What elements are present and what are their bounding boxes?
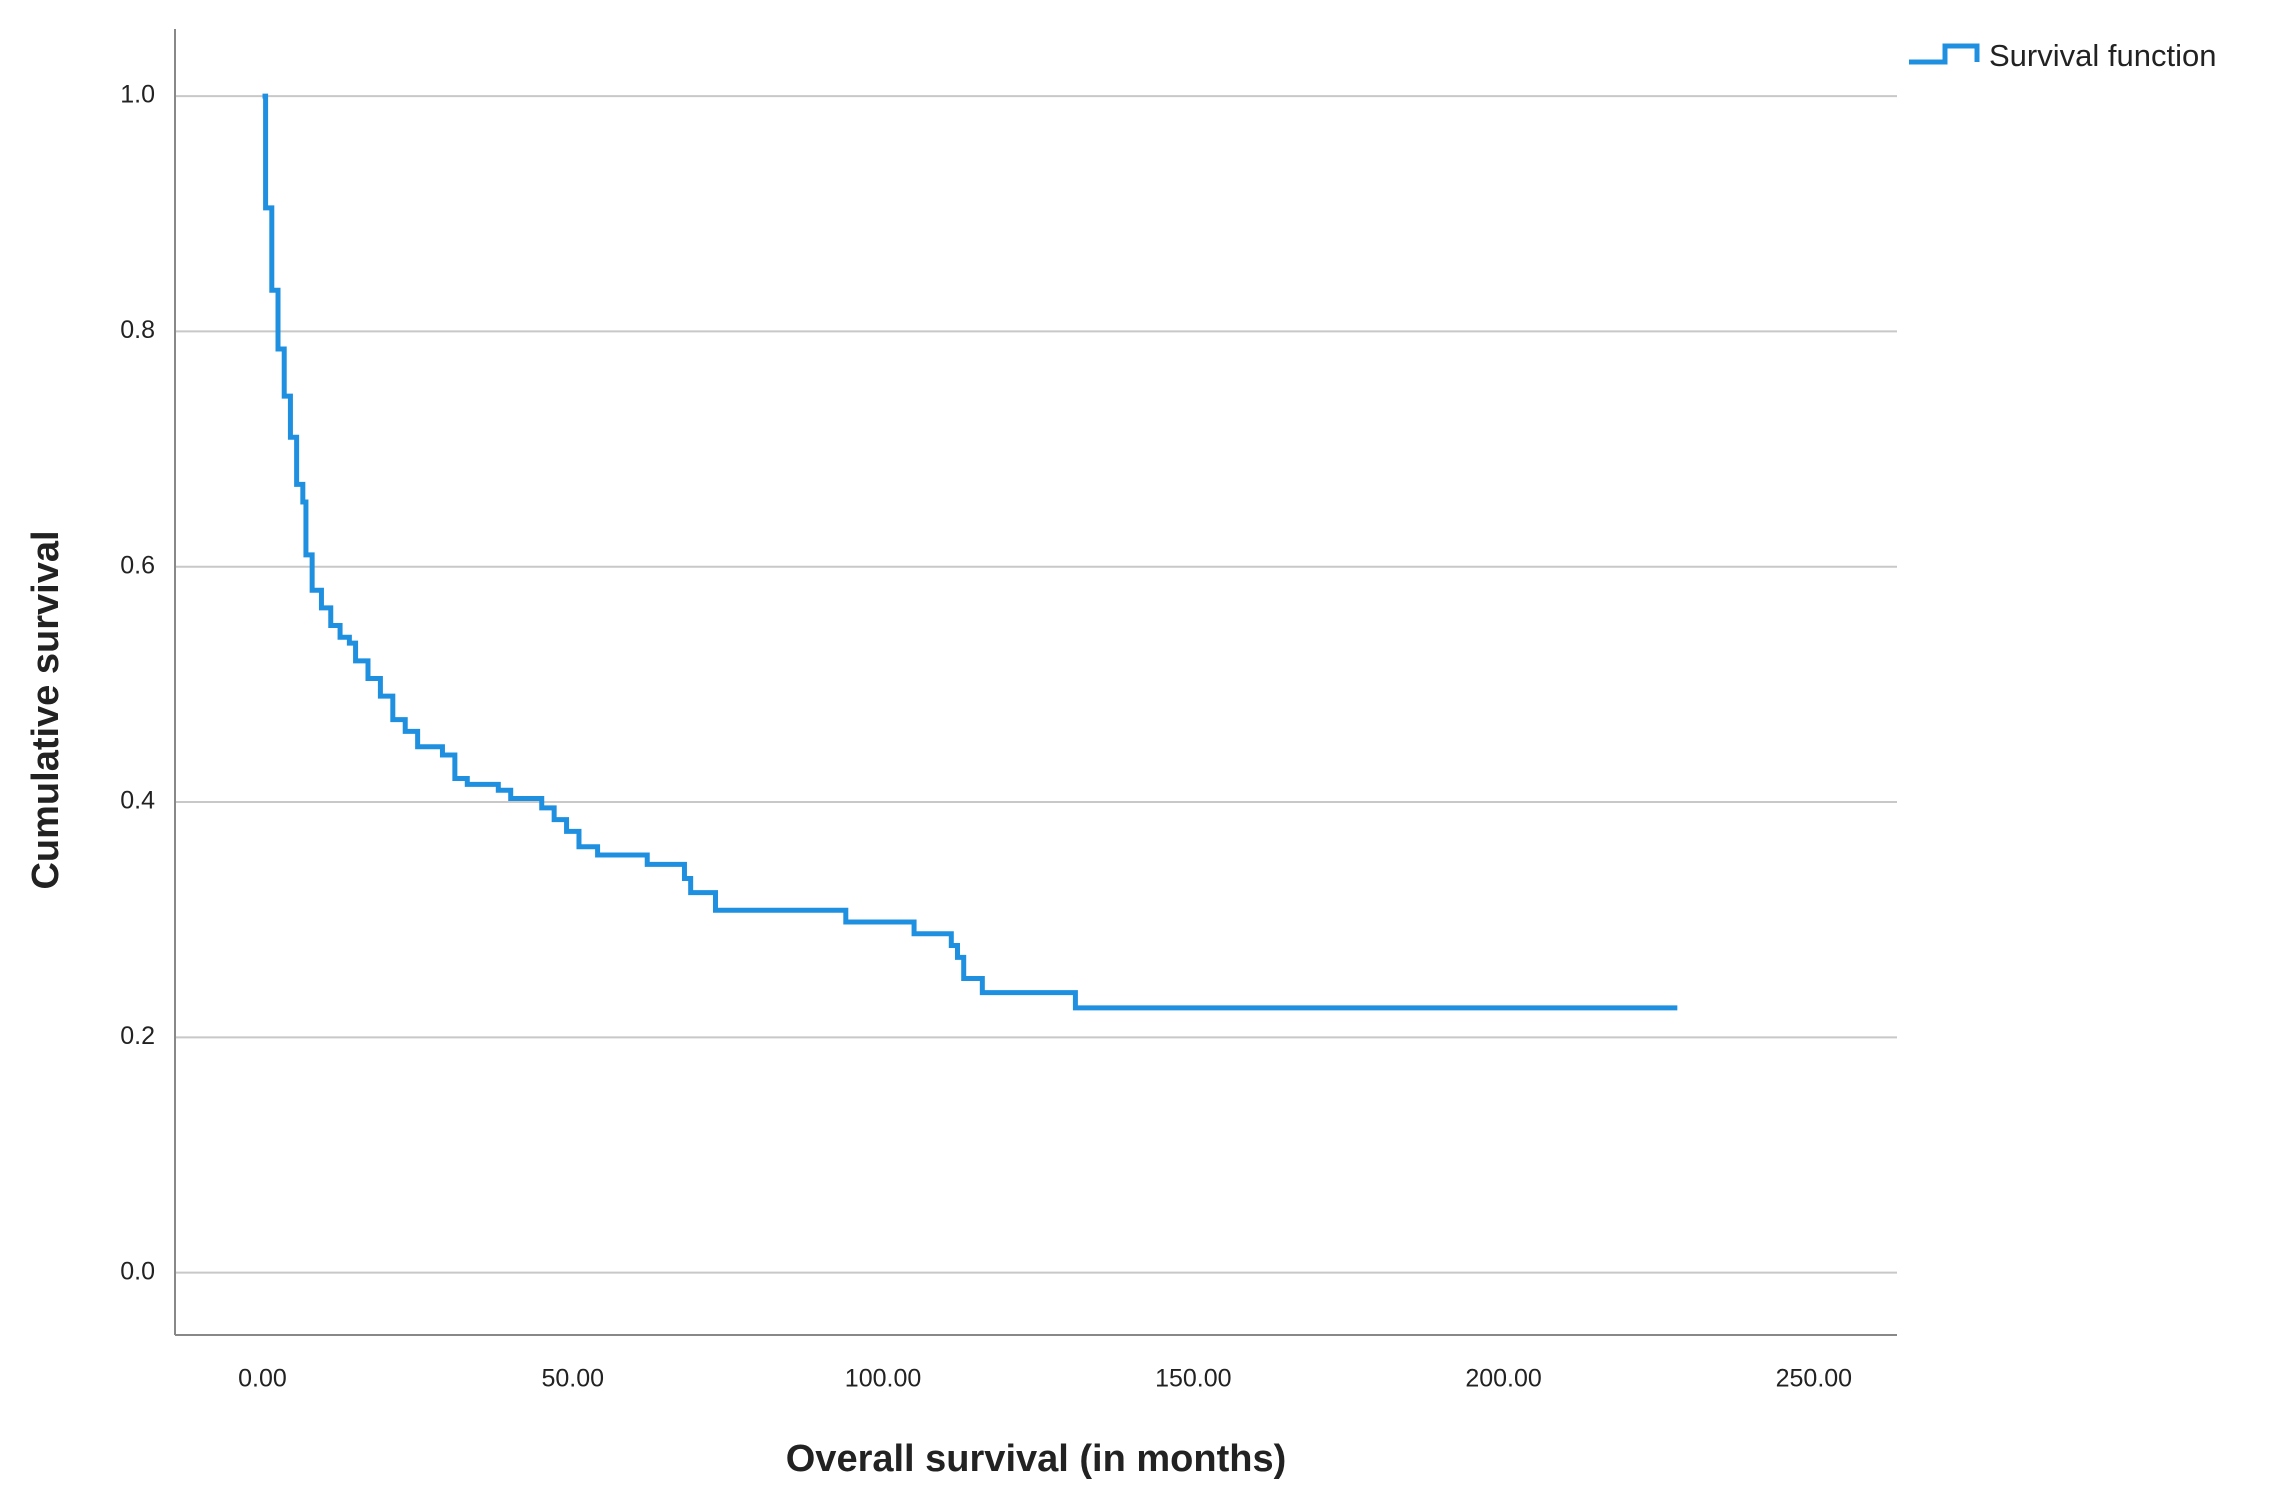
x-tick-label: 250.00 [1776, 1365, 1852, 1393]
y-tick-label: 0.2 [120, 1022, 155, 1050]
x-tick-label: 200.00 [1465, 1365, 1541, 1393]
legend-label: Survival function [1989, 38, 2216, 73]
y-axis-title: Cumulative survival [25, 530, 67, 889]
y-tick-label: 0.0 [120, 1257, 155, 1285]
x-tick-label: 100.00 [845, 1365, 921, 1393]
x-axis-title: Overall survival (in months) [786, 1438, 1286, 1480]
survival-line [262, 93, 1678, 1011]
y-tick-label: 0.8 [120, 316, 155, 344]
x-tick-label: 150.00 [1155, 1365, 1231, 1393]
y-tick-label: 0.4 [120, 787, 155, 815]
x-tick-label: 0.00 [238, 1365, 287, 1393]
y-tick-label: 1.0 [120, 81, 155, 109]
legend-swatch [1909, 43, 1980, 65]
y-tick-label: 0.6 [120, 551, 155, 579]
x-tick-label: 50.00 [541, 1365, 604, 1393]
